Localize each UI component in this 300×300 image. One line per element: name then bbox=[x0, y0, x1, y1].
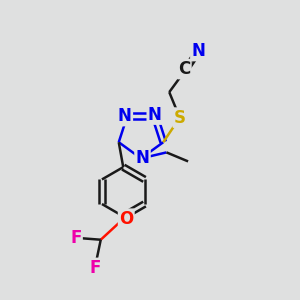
Text: F: F bbox=[89, 259, 100, 277]
Text: S: S bbox=[174, 109, 186, 127]
Text: F: F bbox=[70, 229, 82, 247]
Text: O: O bbox=[119, 210, 134, 228]
Text: N: N bbox=[136, 149, 149, 167]
Text: N: N bbox=[191, 42, 205, 60]
Text: C: C bbox=[178, 60, 190, 78]
Text: N: N bbox=[118, 107, 132, 125]
Text: N: N bbox=[148, 106, 162, 124]
